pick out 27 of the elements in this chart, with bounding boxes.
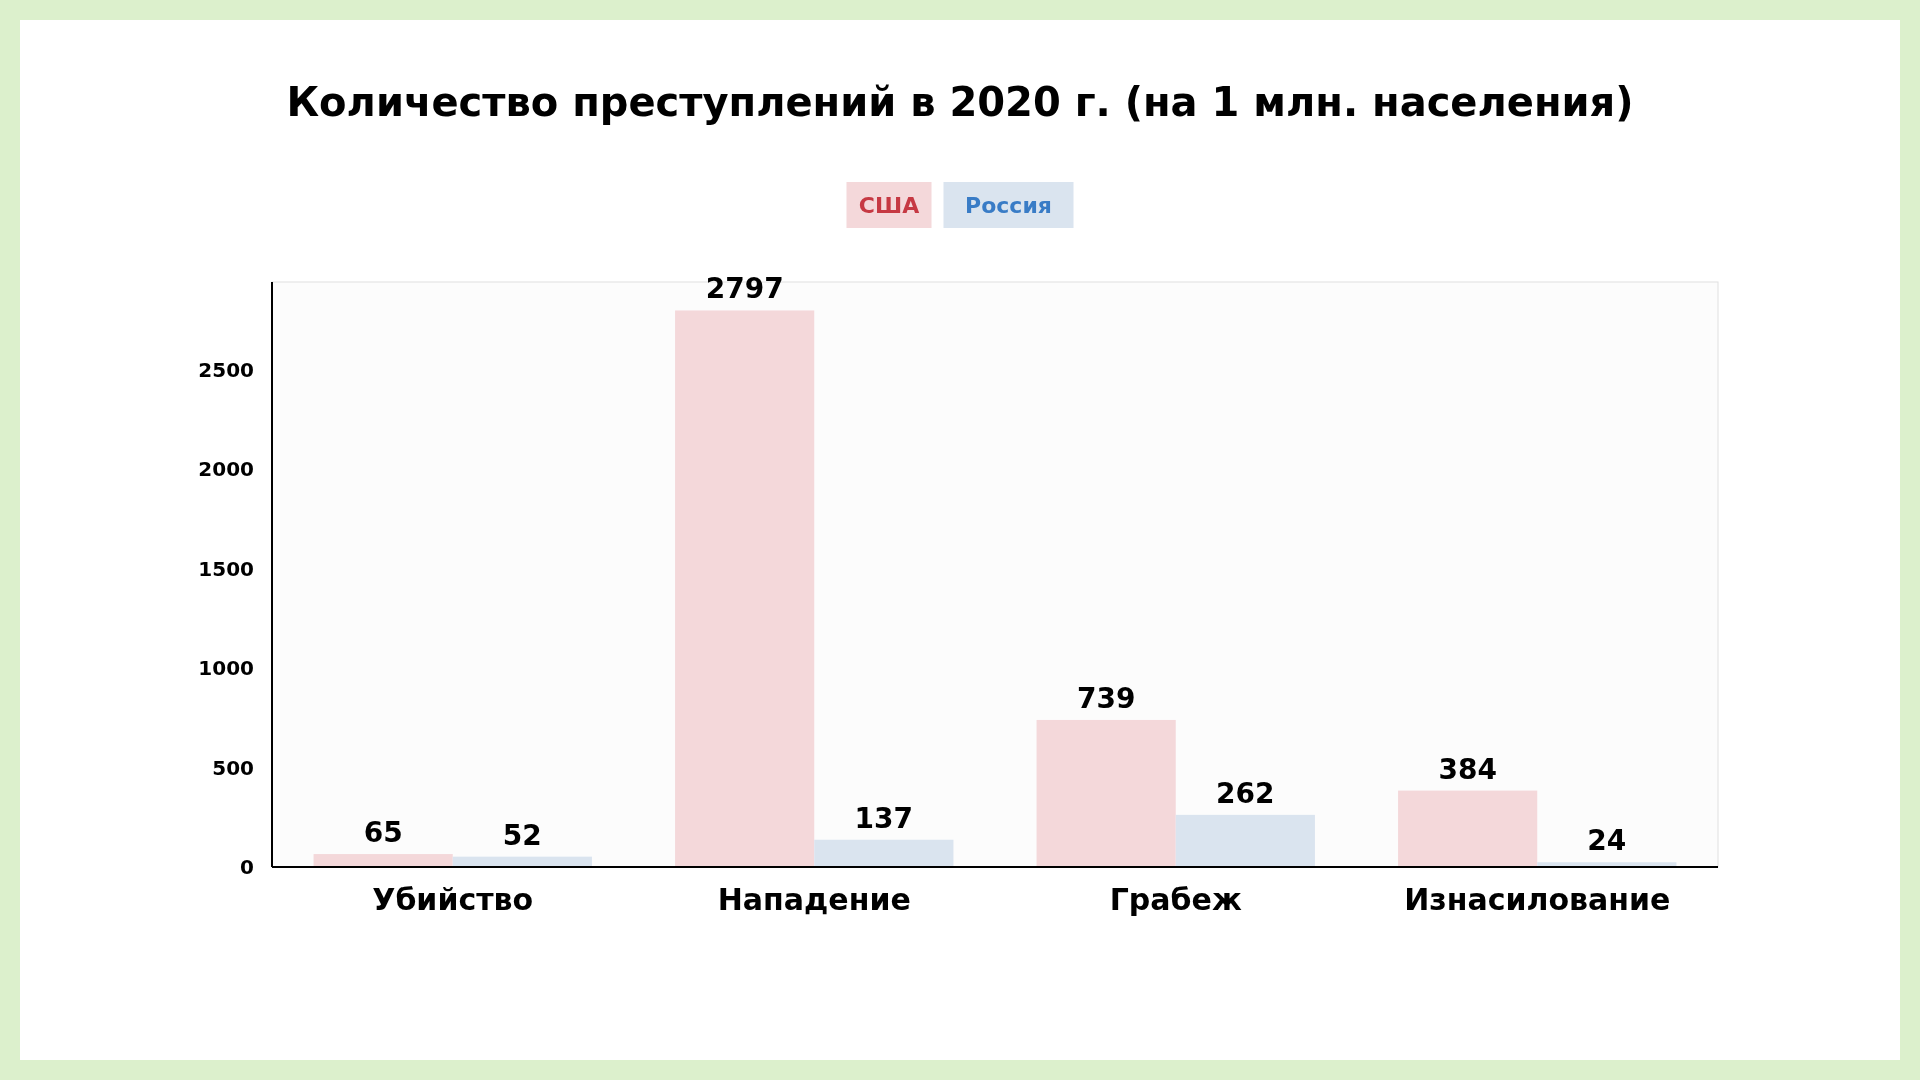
data-label: 52 (502, 818, 542, 852)
y-tick-label: 1000 (198, 656, 254, 681)
x-tick-label: Грабеж (1109, 882, 1242, 917)
data-label: 137 (854, 801, 914, 835)
y-tick-label: 500 (212, 755, 254, 780)
data-label: 2797 (705, 272, 784, 306)
bar (675, 310, 815, 867)
y-tick-label: 2000 (198, 457, 254, 482)
text: Россия (965, 193, 1052, 218)
y-tick-label: 1500 (198, 556, 254, 581)
bar (1398, 790, 1538, 867)
y-tick-label: 0 (240, 855, 254, 879)
x-tick-label: Нападение (717, 882, 911, 917)
bar (1175, 814, 1315, 867)
bar (313, 854, 453, 867)
data-label: 739 (1076, 681, 1136, 715)
data-label: 384 (1438, 752, 1497, 786)
data-label: 24 (1587, 824, 1627, 858)
data-label: 65 (363, 816, 403, 850)
chart-title: Количество преступлений в 2020 г. (на 1 млн. населения) (286, 79, 1634, 125)
x-tick-label: Убийство (372, 882, 534, 917)
text: США (858, 193, 920, 218)
y-tick-label: 2500 (198, 357, 254, 382)
data-label: 262 (1216, 776, 1275, 810)
bar (1036, 719, 1176, 867)
x-tick-label: Изнасилование (1404, 882, 1671, 917)
bar (814, 839, 954, 867)
